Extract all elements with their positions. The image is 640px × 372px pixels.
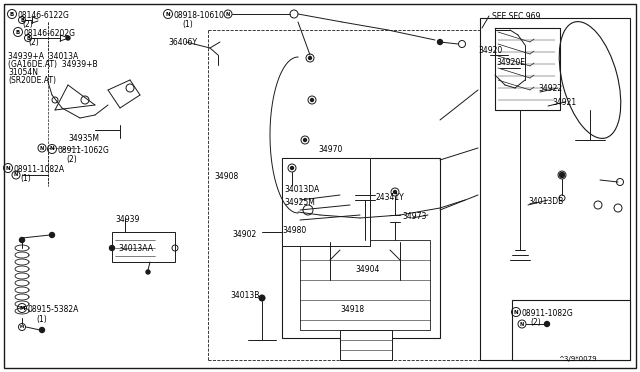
Text: 34922: 34922	[538, 84, 562, 93]
Text: 08918-10610: 08918-10610	[174, 11, 225, 20]
Text: 34904: 34904	[355, 265, 380, 274]
Circle shape	[109, 246, 115, 250]
Text: 34013DB: 34013DB	[528, 197, 563, 206]
Text: M: M	[20, 325, 24, 329]
Text: (1): (1)	[20, 174, 31, 183]
Circle shape	[545, 321, 550, 327]
Bar	[340, 330, 392, 360]
Text: 08911-1062G: 08911-1062G	[58, 146, 110, 155]
Text: (2): (2)	[530, 318, 541, 327]
Text: B: B	[20, 17, 24, 22]
Circle shape	[394, 190, 397, 193]
Text: 34902: 34902	[232, 230, 256, 239]
Text: 34920E: 34920E	[496, 58, 525, 67]
Bar	[282, 158, 370, 246]
Bar	[480, 18, 630, 360]
Text: 34013B: 34013B	[230, 291, 259, 300]
Text: N: N	[514, 310, 518, 314]
Text: 34013DA: 34013DA	[284, 185, 319, 194]
Text: (GA16DE.AT)  34939+B: (GA16DE.AT) 34939+B	[8, 60, 98, 69]
Text: N: N	[50, 147, 54, 151]
Text: 08146-6202G: 08146-6202G	[24, 29, 76, 38]
Text: B: B	[10, 12, 14, 16]
Text: 34939+A  34013A: 34939+A 34013A	[8, 52, 78, 61]
Text: (2): (2)	[66, 155, 77, 164]
Text: N: N	[14, 173, 18, 177]
Text: 34013AA: 34013AA	[118, 244, 153, 253]
Text: 24341Y: 24341Y	[376, 193, 404, 202]
Circle shape	[146, 270, 150, 274]
Circle shape	[559, 173, 564, 177]
Text: N: N	[40, 145, 44, 151]
Text: 08911-1082A: 08911-1082A	[14, 165, 65, 174]
Text: B: B	[26, 35, 30, 41]
Bar	[112, 232, 175, 262]
Text: 08915-5382A: 08915-5382A	[28, 305, 79, 314]
Circle shape	[303, 138, 307, 141]
Text: (2): (2)	[22, 20, 33, 29]
Text: 31054N: 31054N	[8, 68, 38, 77]
Text: (2): (2)	[28, 38, 39, 47]
Text: N: N	[6, 166, 10, 170]
Text: 36406Y: 36406Y	[168, 38, 197, 47]
Text: 34935M: 34935M	[68, 134, 99, 143]
Text: M: M	[19, 305, 25, 311]
Text: 34980: 34980	[282, 226, 307, 235]
Bar	[512, 300, 630, 360]
Text: 34908: 34908	[214, 172, 238, 181]
Text: (1): (1)	[182, 20, 193, 29]
Circle shape	[259, 295, 264, 301]
Circle shape	[310, 99, 314, 102]
Text: 34925M: 34925M	[284, 198, 315, 207]
Text: 34918: 34918	[340, 305, 364, 314]
Text: 34973: 34973	[402, 212, 426, 221]
Text: ^3/9*0079: ^3/9*0079	[558, 356, 596, 362]
Text: 34939: 34939	[115, 215, 140, 224]
Text: (1): (1)	[36, 315, 47, 324]
Text: (SR20DE.AT): (SR20DE.AT)	[8, 76, 56, 85]
Text: N: N	[166, 12, 170, 16]
Text: B: B	[16, 29, 20, 35]
Circle shape	[49, 232, 54, 237]
Text: 08911-1082G: 08911-1082G	[522, 309, 573, 318]
Circle shape	[40, 327, 45, 333]
Circle shape	[291, 167, 294, 170]
Text: 34970: 34970	[318, 145, 342, 154]
Circle shape	[19, 237, 24, 243]
Circle shape	[66, 36, 70, 40]
Text: N: N	[520, 321, 524, 327]
Text: 34920: 34920	[478, 46, 502, 55]
Bar	[282, 158, 440, 338]
Text: SEE SEC.969: SEE SEC.969	[492, 12, 540, 21]
Circle shape	[308, 57, 312, 60]
Bar	[300, 240, 430, 330]
Text: 34921: 34921	[552, 98, 576, 107]
Circle shape	[438, 39, 442, 45]
Text: 08146-6122G: 08146-6122G	[18, 11, 70, 20]
Text: N: N	[226, 12, 230, 16]
